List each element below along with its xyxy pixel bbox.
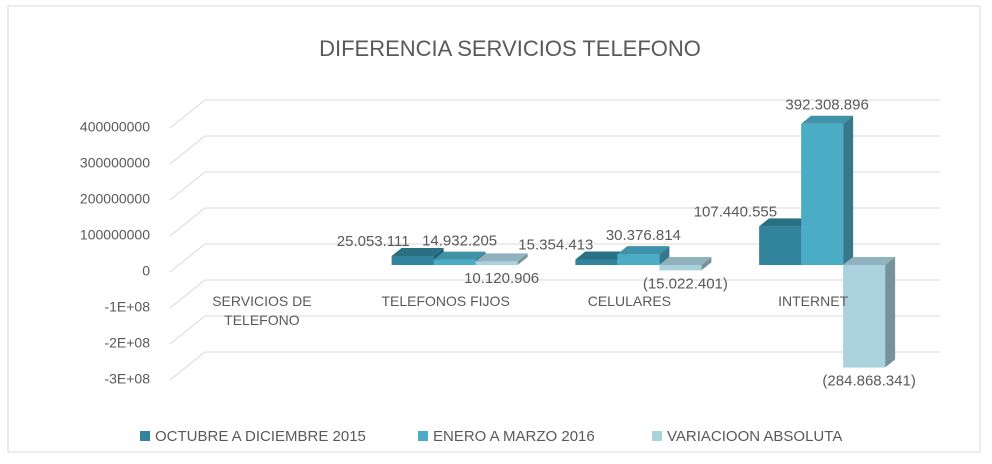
bar-top	[659, 257, 712, 265]
bar-side	[885, 257, 896, 368]
bar-side	[701, 257, 712, 271]
x-tick-label: CELULARES	[587, 293, 671, 309]
data-label: (15.022.401)	[643, 275, 728, 292]
legend-swatch	[652, 431, 662, 441]
grid-line	[169, 99, 940, 129]
bar-top	[575, 251, 628, 260]
x-tick-label: INTERNET	[778, 293, 849, 309]
y-tick-label: 300000000	[80, 155, 150, 171]
legend-label: VARIACIOON ABSOLUTA	[667, 428, 842, 445]
grid-line	[169, 243, 940, 273]
bar-front	[659, 265, 702, 271]
bar-front	[843, 265, 886, 368]
bar	[759, 218, 812, 265]
y-tick-label: 100000000	[80, 227, 150, 243]
data-label: (284.868.341)	[822, 373, 915, 390]
data-label: 10.120.906	[464, 270, 539, 287]
grid-line	[169, 351, 940, 381]
y-tick-label: 200000000	[80, 191, 150, 207]
legend-swatch	[418, 431, 428, 441]
bar-top	[801, 115, 854, 124]
data-label: 30.376.814	[606, 227, 681, 244]
bar	[617, 246, 670, 265]
bar-top	[617, 246, 670, 255]
x-tick-label: TELEFONOS FIJOS	[381, 293, 510, 309]
legend-swatch	[140, 431, 150, 441]
y-tick-label: -2E+08	[104, 335, 150, 351]
data-label: 15.354.413	[518, 236, 593, 253]
legend-label: OCTUBRE A DICIEMBRE 2015	[155, 428, 366, 445]
y-tick-label: 400000000	[80, 119, 150, 135]
y-tick-label: -1E+08	[104, 299, 150, 315]
legend-label: ENERO A MARZO 2016	[433, 428, 595, 445]
bar-top	[843, 257, 896, 265]
bar-front	[617, 254, 660, 265]
grid-line	[169, 135, 940, 165]
bar-side	[659, 246, 670, 265]
data-label: 14.932.205	[422, 233, 497, 250]
bar-top	[433, 251, 486, 260]
grid-line	[169, 315, 940, 345]
bar	[659, 257, 712, 271]
bar-front	[801, 123, 844, 265]
bar-side	[843, 115, 854, 265]
bar-top	[475, 253, 528, 262]
bar	[475, 253, 528, 265]
data-label: 392.308.896	[785, 97, 868, 114]
y-tick-label: 0	[142, 263, 150, 279]
bar	[801, 115, 854, 265]
x-tick-label: SERVICIOS DE TELEFONO	[212, 293, 312, 328]
bar-front	[391, 255, 434, 265]
bar-top	[759, 218, 812, 227]
bar-front	[433, 259, 476, 265]
grid-line	[169, 171, 940, 201]
grid-line	[169, 207, 940, 237]
bar-front	[475, 261, 518, 265]
bar	[843, 257, 896, 368]
chart-title: DIFERENCIA SERVICIOS TELEFONO	[319, 36, 701, 61]
grid-line	[169, 279, 940, 309]
y-tick-label: -3E+08	[104, 371, 150, 387]
bar-side	[517, 253, 528, 265]
bar-top	[391, 247, 444, 256]
data-label: 107.440.555	[694, 203, 777, 220]
data-label: 25.053.111	[337, 233, 410, 250]
bar-front	[759, 226, 802, 265]
bar-front	[575, 259, 618, 265]
